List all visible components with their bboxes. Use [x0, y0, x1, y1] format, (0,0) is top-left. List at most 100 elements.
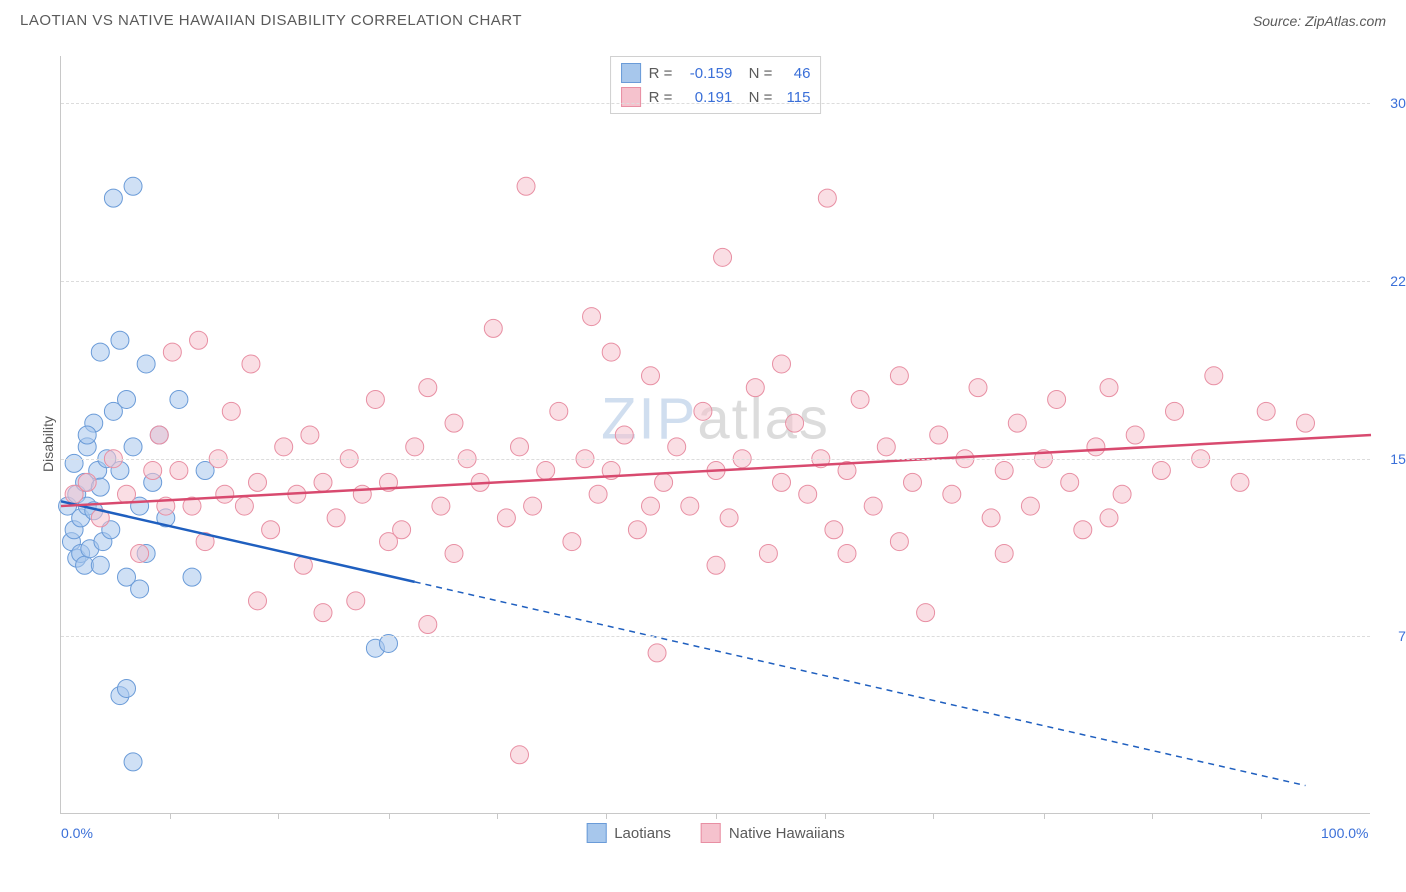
data-point [1205, 367, 1223, 385]
data-point [890, 367, 908, 385]
chart-title: LAOTIAN VS NATIVE HAWAIIAN DISABILITY CO… [20, 12, 522, 29]
data-point [235, 497, 253, 515]
data-point [524, 497, 542, 515]
data-point [642, 497, 660, 515]
data-point [118, 485, 136, 503]
legend-item-laotians: Laotians [586, 823, 671, 843]
data-point [1166, 402, 1184, 420]
trend-line [61, 435, 1371, 506]
data-point [655, 473, 673, 491]
data-point [144, 462, 162, 480]
data-point [249, 473, 267, 491]
data-point [563, 533, 581, 551]
data-point [864, 497, 882, 515]
data-point [707, 556, 725, 574]
y-tick-label: 22.5% [1375, 273, 1406, 289]
data-point [648, 644, 666, 662]
x-tick-mark [170, 813, 171, 819]
data-point [170, 462, 188, 480]
data-point [484, 319, 502, 337]
data-point [445, 544, 463, 562]
source-attribution: Source: ZipAtlas.com [1253, 13, 1386, 29]
data-point [851, 390, 869, 408]
grid-line [61, 459, 1370, 460]
x-tick-mark [497, 813, 498, 819]
x-tick-mark [1152, 813, 1153, 819]
legend-item-hawaiians: Native Hawaiians [701, 823, 845, 843]
data-point [124, 177, 142, 195]
data-point [1021, 497, 1039, 515]
data-point [419, 379, 437, 397]
series-legend: Laotians Native Hawaiians [586, 823, 845, 843]
data-point [65, 454, 83, 472]
data-point [327, 509, 345, 527]
data-point [720, 509, 738, 527]
data-point [511, 438, 529, 456]
data-point [124, 438, 142, 456]
data-point [1231, 473, 1249, 491]
data-point [1048, 390, 1066, 408]
trend-line [61, 501, 415, 582]
y-tick-label: 30.0% [1375, 95, 1406, 111]
data-point [380, 533, 398, 551]
plot-area: ZIPatlas R = -0.159 N = 46 R = 0.191 N =… [60, 56, 1370, 814]
x-tick-mark [1044, 813, 1045, 819]
data-point [150, 426, 168, 444]
data-point [222, 402, 240, 420]
x-tick-mark [278, 813, 279, 819]
x-tick-mark [1261, 813, 1262, 819]
data-point [249, 592, 267, 610]
data-point [347, 592, 365, 610]
data-point [589, 485, 607, 503]
data-point [995, 462, 1013, 480]
data-point [78, 473, 96, 491]
grid-line [61, 636, 1370, 637]
data-point [1087, 438, 1105, 456]
data-point [714, 248, 732, 266]
grid-line [61, 281, 1370, 282]
data-point [419, 616, 437, 634]
chart-container: Disability ZIPatlas R = -0.159 N = 46 R … [20, 44, 1386, 844]
data-point [943, 485, 961, 503]
x-tick-label: 0.0% [61, 825, 93, 841]
data-point [825, 521, 843, 539]
data-point [694, 402, 712, 420]
x-tick-mark [716, 813, 717, 819]
x-tick-mark [606, 813, 607, 819]
data-point [190, 331, 208, 349]
data-point [1113, 485, 1131, 503]
data-point [786, 414, 804, 432]
x-tick-mark [389, 813, 390, 819]
data-point [969, 379, 987, 397]
data-point [104, 189, 122, 207]
data-point [759, 544, 777, 562]
data-point [314, 473, 332, 491]
data-point [550, 402, 568, 420]
data-point [170, 390, 188, 408]
data-point [890, 533, 908, 551]
data-point [1074, 521, 1092, 539]
data-point [1100, 379, 1118, 397]
data-point [301, 426, 319, 444]
x-tick-label: 100.0% [1321, 825, 1368, 841]
data-point [982, 509, 1000, 527]
data-point [262, 521, 280, 539]
data-point [1297, 414, 1315, 432]
y-axis-label: Disability [40, 416, 56, 472]
data-point [131, 544, 149, 562]
trend-line-dashed [415, 582, 1306, 786]
data-point [432, 497, 450, 515]
data-point [118, 390, 136, 408]
y-tick-label: 15.0% [1375, 451, 1406, 467]
data-point [497, 509, 515, 527]
data-point [746, 379, 764, 397]
data-point [1100, 509, 1118, 527]
data-point [216, 485, 234, 503]
data-point [78, 426, 96, 444]
data-point [668, 438, 686, 456]
data-point [353, 485, 371, 503]
data-point [406, 438, 424, 456]
data-point [314, 604, 332, 622]
data-point [137, 355, 155, 373]
x-tick-mark [825, 813, 826, 819]
